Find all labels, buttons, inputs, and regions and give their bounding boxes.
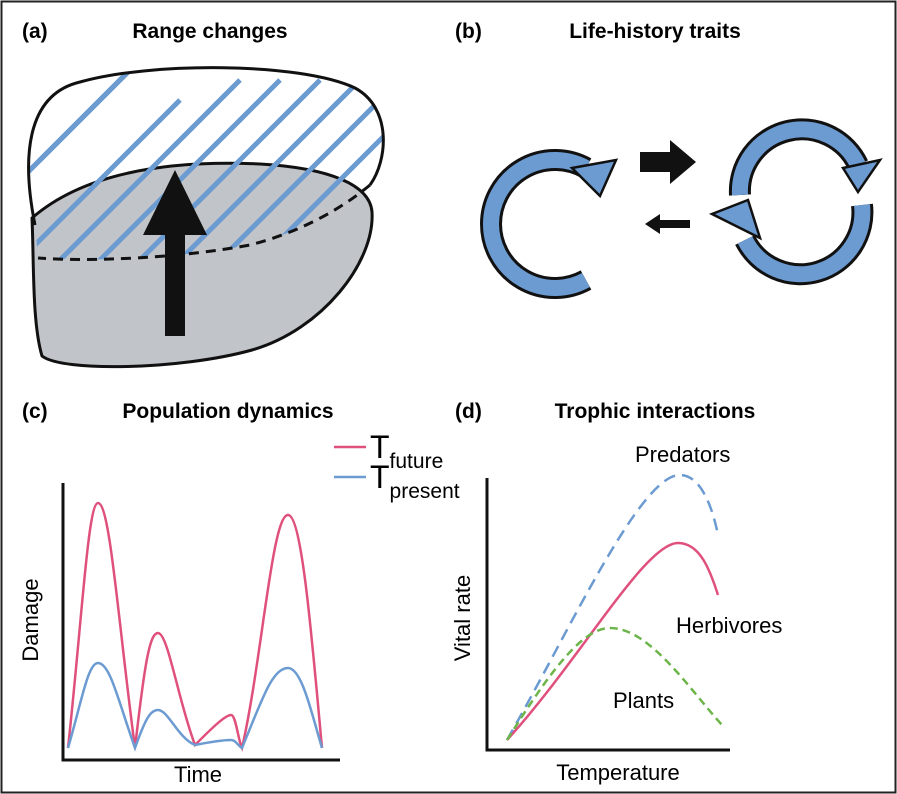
panel-title: Life-history traits xyxy=(569,20,741,43)
curve-label: Herbivores xyxy=(676,613,782,638)
panel-tag: (b) xyxy=(455,20,482,43)
curve-present xyxy=(68,663,322,748)
panel-tag: (a) xyxy=(22,20,48,43)
figure: (a) Range changes (b) Life-history trait… xyxy=(0,0,897,794)
panel-title: Range changes xyxy=(132,20,287,43)
page: (a) Range changes (b) Life-history trait… xyxy=(0,0,897,794)
panel-tag: (c) xyxy=(22,400,48,423)
curve-label: Predators xyxy=(635,442,730,467)
backward-arrow xyxy=(645,214,690,234)
axis-label: Time xyxy=(174,762,222,787)
cycle-arrowhead xyxy=(712,200,760,238)
axis-label: Damage xyxy=(18,578,43,661)
forward-arrow xyxy=(640,140,696,184)
cycle-right xyxy=(740,129,863,274)
axes xyxy=(63,483,340,760)
curve-future xyxy=(68,503,322,748)
axis-label: Vital rate xyxy=(450,575,475,661)
cycle-left xyxy=(491,160,586,288)
panel-title: Trophic interactions xyxy=(555,400,756,423)
curve-label: Plants xyxy=(613,688,674,713)
panel-title: Population dynamics xyxy=(122,400,333,423)
frame xyxy=(2,2,896,793)
panel-tag: (d) xyxy=(455,400,482,423)
axis-label: Temperature xyxy=(556,760,680,785)
